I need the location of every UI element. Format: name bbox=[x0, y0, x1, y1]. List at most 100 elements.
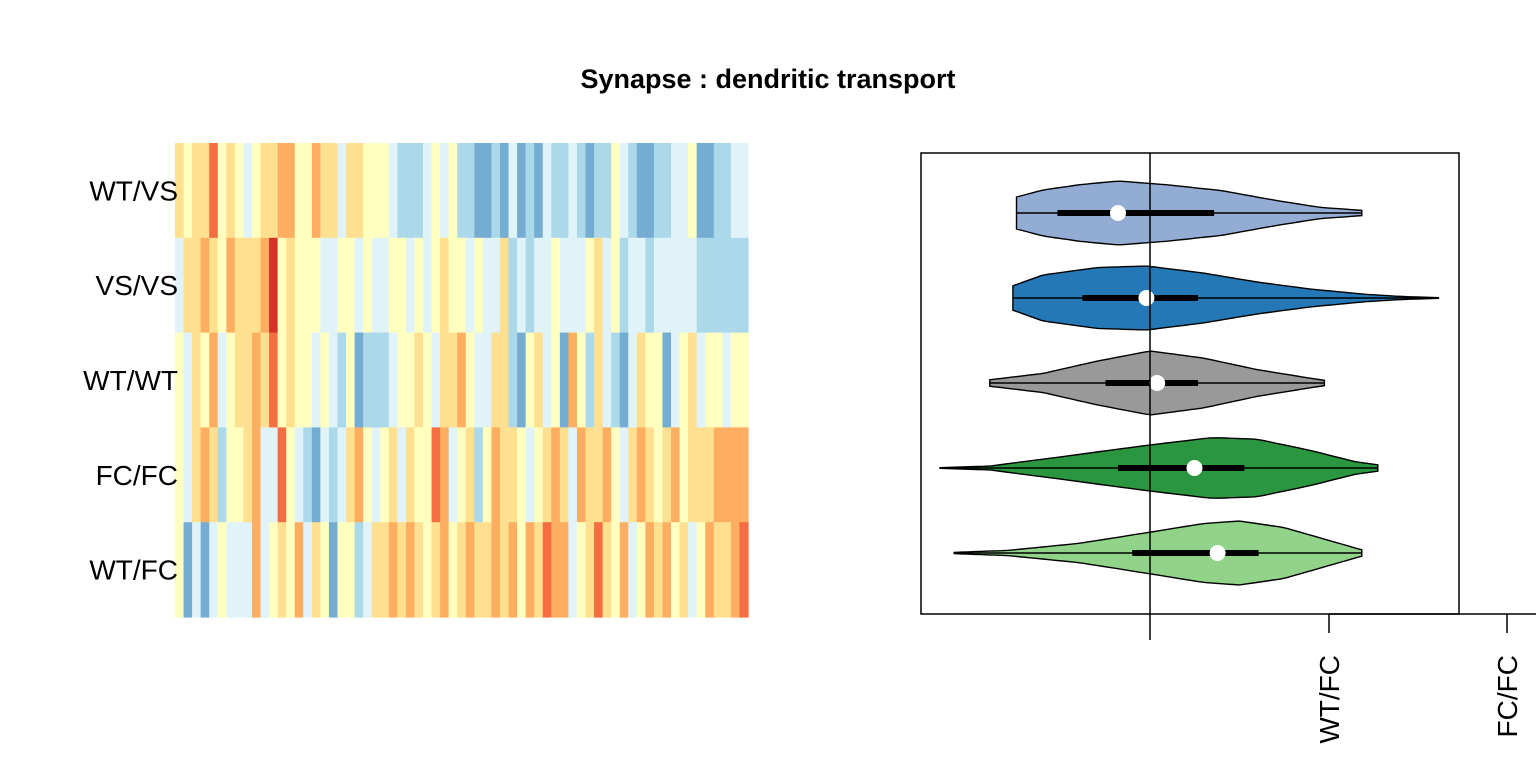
heatmap-cell bbox=[619, 427, 629, 523]
heatmap-cell bbox=[517, 522, 527, 618]
heatmap-cell bbox=[183, 143, 193, 239]
heatmap-cell bbox=[397, 143, 407, 239]
heatmap-cell bbox=[576, 237, 587, 334]
heatmap-cell bbox=[209, 237, 219, 334]
heatmap-cell bbox=[405, 237, 416, 334]
heatmap-cell bbox=[705, 332, 715, 428]
heatmap-cell bbox=[363, 427, 373, 523]
heatmap-cell bbox=[286, 332, 296, 428]
heatmap-cell bbox=[705, 522, 715, 618]
heatmap-cell bbox=[192, 332, 202, 428]
heatmap-cell bbox=[457, 143, 467, 239]
heatmap-cell bbox=[423, 237, 433, 334]
heatmap-cell bbox=[405, 143, 416, 239]
heatmap-cell bbox=[363, 143, 373, 239]
heatmap-cell bbox=[508, 332, 518, 428]
heatmap-cell bbox=[585, 237, 595, 334]
heatmap-cell bbox=[448, 143, 458, 239]
heatmap-cell bbox=[175, 237, 185, 334]
heatmap-cell bbox=[482, 427, 493, 523]
heatmap-cell bbox=[303, 522, 313, 618]
heatmap-cell bbox=[294, 237, 304, 334]
heatmap-cell bbox=[602, 522, 612, 618]
heatmap-cell bbox=[457, 237, 467, 334]
heatmap-cell bbox=[653, 237, 664, 334]
heatmap-cell bbox=[594, 427, 604, 523]
heatmap-cell bbox=[277, 522, 287, 618]
heatmap-cell bbox=[175, 143, 185, 239]
heatmap-cell bbox=[722, 332, 732, 428]
heatmap-cell bbox=[474, 237, 484, 334]
heatmap-cell bbox=[611, 522, 621, 618]
heatmap-cell bbox=[730, 522, 741, 618]
heatmap-cell bbox=[482, 332, 493, 428]
heatmap-cell bbox=[294, 143, 304, 239]
heatmap-cell bbox=[440, 522, 450, 618]
x-tick-label: FC/FC bbox=[1492, 655, 1523, 737]
heatmap-cell bbox=[337, 427, 347, 523]
heatmap-cell bbox=[431, 522, 441, 618]
heatmap-cell bbox=[320, 427, 330, 523]
heatmap-cell bbox=[183, 427, 193, 523]
heatmap-cell bbox=[423, 522, 433, 618]
heatmap-cell bbox=[499, 522, 510, 618]
heatmap-cell bbox=[568, 332, 578, 428]
heatmap-cell bbox=[636, 427, 646, 523]
heatmap-cell bbox=[534, 332, 544, 428]
heatmap-cell bbox=[209, 427, 219, 523]
heatmap-cell bbox=[688, 143, 698, 239]
heatmap-cell bbox=[397, 237, 407, 334]
heatmap-cell bbox=[380, 237, 390, 334]
heatmap-cell bbox=[234, 237, 245, 334]
heatmap-row-labels: WT/VS VS/VS WT/WT FC/FC WT/FC bbox=[83, 175, 178, 585]
heatmap-cell bbox=[354, 427, 364, 523]
heatmap-cell bbox=[730, 427, 741, 523]
heatmap-row-label: VS/VS bbox=[96, 270, 178, 301]
heatmap-cell bbox=[653, 522, 664, 618]
heatmap-cell bbox=[568, 237, 578, 334]
heatmap-cell bbox=[525, 332, 535, 428]
heatmap-cell bbox=[739, 522, 749, 618]
heatmap-cell bbox=[303, 427, 313, 523]
heatmap-cell bbox=[183, 522, 193, 618]
heatmap-cell bbox=[696, 143, 706, 239]
heatmap-cell bbox=[662, 427, 672, 523]
heatmap-row-label: WT/VS bbox=[89, 175, 178, 206]
heatmap-cell bbox=[636, 332, 646, 428]
heatmap-cell bbox=[559, 237, 569, 334]
x-tick-label: WT/FC bbox=[1314, 655, 1345, 744]
heatmap-cell bbox=[431, 332, 441, 428]
heatmap-cell bbox=[534, 522, 544, 618]
heatmap-cell bbox=[226, 143, 236, 239]
heatmap-cell bbox=[175, 332, 185, 428]
heatmap-cell bbox=[200, 427, 210, 523]
heatmap-cell bbox=[645, 332, 655, 428]
heatmap-cell bbox=[320, 332, 330, 428]
heatmap-cell bbox=[311, 427, 321, 523]
heatmap-cell bbox=[234, 522, 245, 618]
heatmap-cell bbox=[551, 143, 561, 239]
heatmap-cell bbox=[499, 237, 510, 334]
heatmap-cell bbox=[671, 237, 681, 334]
heatmap-cell bbox=[457, 522, 467, 618]
heatmap-cell bbox=[491, 427, 501, 523]
heatmap-cell bbox=[380, 427, 390, 523]
heatmap-cell bbox=[722, 237, 732, 334]
heatmap-cell bbox=[311, 237, 321, 334]
heatmap-cell bbox=[628, 237, 638, 334]
heatmap-cell bbox=[311, 332, 321, 428]
violin-median-point bbox=[1149, 375, 1166, 391]
heatmap-cell bbox=[662, 237, 672, 334]
heatmap-cell bbox=[525, 427, 535, 523]
heatmap-cell bbox=[568, 427, 578, 523]
heatmap-cell bbox=[491, 237, 501, 334]
heatmap-cell bbox=[662, 332, 672, 428]
heatmap-cell bbox=[628, 427, 638, 523]
heatmap-cell bbox=[388, 427, 398, 523]
heatmap-cell bbox=[508, 143, 518, 239]
heatmap-cell bbox=[576, 332, 587, 428]
heatmap-cell bbox=[611, 427, 621, 523]
heatmap-cell bbox=[551, 332, 561, 428]
heatmap-cell bbox=[619, 143, 629, 239]
heatmap-cell bbox=[730, 237, 741, 334]
